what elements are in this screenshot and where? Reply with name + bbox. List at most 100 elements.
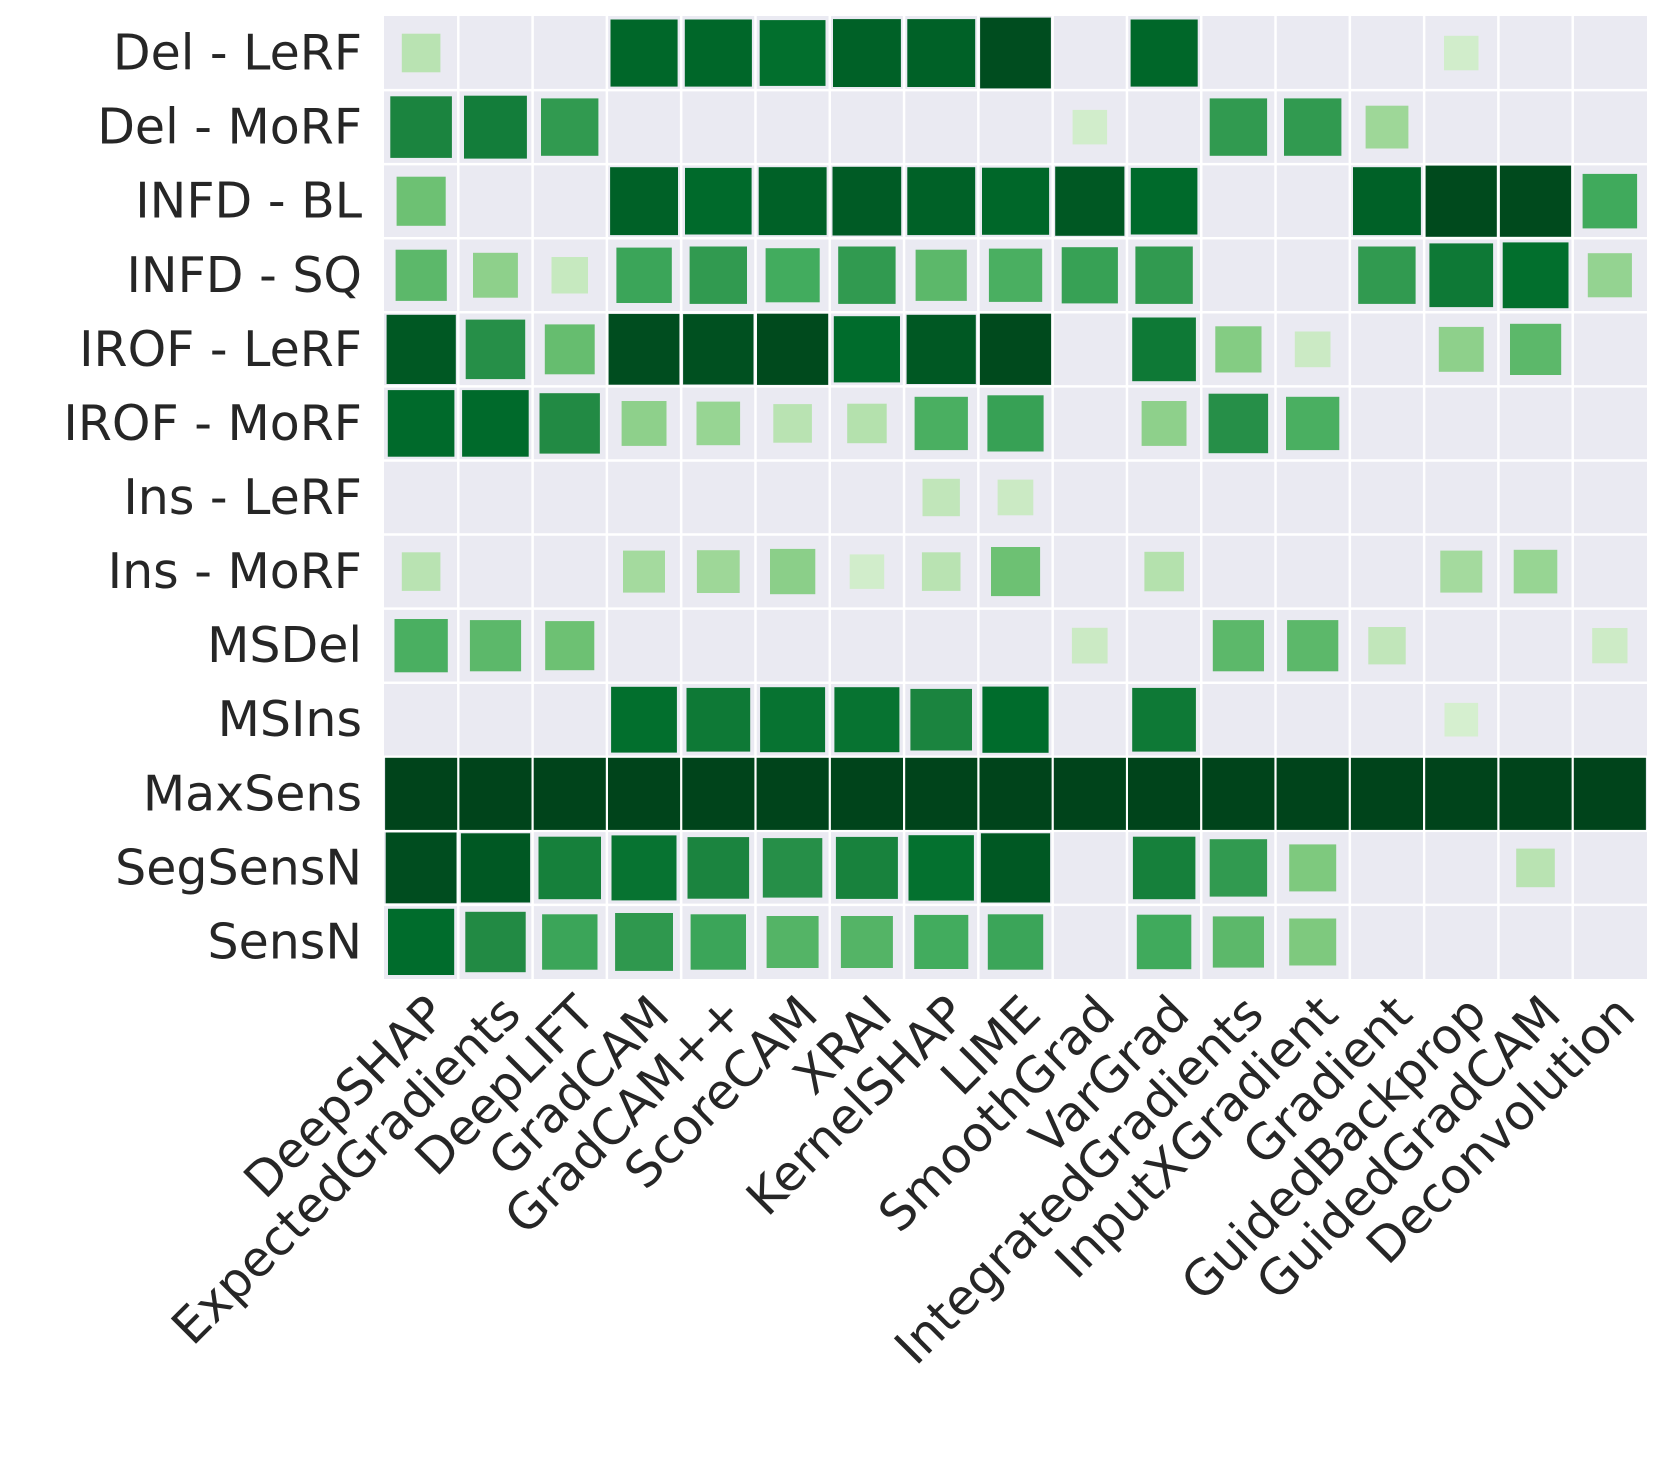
heatmap-cell <box>1502 242 1569 309</box>
heatmap-cell <box>1072 109 1108 145</box>
heatmap-cell <box>914 396 968 451</box>
heatmap-cell <box>1276 757 1349 830</box>
heatmap-cell <box>833 19 901 88</box>
row-tick-label: IROF - MoRF <box>63 395 362 452</box>
heatmap-cell <box>1444 35 1479 71</box>
column-labels: DeepSHAPExpectedGradientsDeepLIFTGradCAM… <box>161 984 1646 1375</box>
heatmap-cell <box>1212 916 1264 968</box>
row-tick-label: SegSensN <box>115 839 362 896</box>
heatmap-cell <box>1144 551 1184 592</box>
row-tick-label: Ins - LeRF <box>123 469 362 526</box>
heatmap-cell <box>1573 757 1646 830</box>
heatmap-cell <box>1289 844 1337 892</box>
heatmap-cell <box>1499 757 1572 830</box>
heatmap-cell <box>1128 757 1201 830</box>
heatmap-cell <box>1132 317 1196 382</box>
heatmap-cell <box>914 914 969 969</box>
heatmap-cell <box>1587 253 1632 298</box>
heatmap-cell <box>401 33 441 73</box>
heatmap-cell <box>460 833 531 903</box>
heatmap-cell <box>1132 687 1196 752</box>
heatmap-cell <box>611 686 677 753</box>
heatmap-cell <box>991 547 1041 597</box>
heatmap-cell <box>608 757 681 830</box>
heatmap-cell <box>469 620 522 672</box>
heatmap-cell <box>921 552 961 591</box>
row-tick-label: MSIns <box>218 691 362 748</box>
heatmap-cell <box>1130 19 1198 87</box>
row-tick-label: INFD - BL <box>135 173 362 230</box>
heatmap-cell <box>610 19 678 87</box>
heatmap-cell <box>683 314 754 385</box>
heatmap-cell <box>396 176 446 226</box>
heatmap-cell <box>840 916 893 968</box>
heatmap-cell <box>1130 167 1198 235</box>
heatmap-cell <box>1510 323 1562 375</box>
heatmap-cell <box>385 832 457 904</box>
heatmap-cell <box>611 835 677 901</box>
heatmap-cell <box>834 687 900 753</box>
heatmap-cells <box>385 17 1646 975</box>
heatmap-cell <box>465 319 526 380</box>
heatmap-cell <box>1516 848 1555 888</box>
heatmap-cell <box>756 757 829 830</box>
heatmap-cell <box>533 757 606 830</box>
heatmap-cell <box>766 916 819 968</box>
heatmap-cell <box>1061 247 1118 304</box>
heatmap-cell <box>979 313 1052 385</box>
heatmap-cell <box>1209 98 1268 156</box>
row-tick-label: Del - LeRF <box>113 25 362 82</box>
heatmap-cell <box>907 167 976 236</box>
heatmap-cell <box>687 837 750 899</box>
heatmap-cell <box>615 913 673 971</box>
heatmap-cell <box>464 95 527 159</box>
heatmap-cell <box>689 246 747 304</box>
heatmap-cell <box>1444 702 1479 737</box>
heatmap-cell <box>905 757 978 830</box>
heatmap-cell <box>685 167 752 235</box>
heatmap-cell <box>758 167 827 236</box>
heatmap-cell <box>551 257 588 294</box>
heatmap-cell <box>1368 627 1406 665</box>
heatmap-cell <box>770 548 816 595</box>
row-tick-label: MaxSens <box>143 765 362 822</box>
heatmap-cell <box>908 835 974 901</box>
heatmap-cell <box>1438 326 1484 372</box>
heatmap-cell <box>690 914 746 970</box>
heatmap-cell <box>757 313 829 385</box>
heatmap-cell <box>987 914 1044 970</box>
heatmap-cell <box>1212 620 1264 672</box>
heatmap-cell <box>1286 396 1340 451</box>
heatmap-cell <box>1353 167 1421 236</box>
heatmap-cell <box>538 836 601 900</box>
heatmap-cell <box>545 621 595 671</box>
heatmap-cell <box>833 316 900 383</box>
column-tick-label: ExpectedGradients <box>161 985 532 1356</box>
heatmap-cell <box>760 687 826 753</box>
heatmap-cell <box>616 247 672 303</box>
row-labels: Del - LeRF Del - MoRF INFD - BL INFD - SQ IR… <box>63 25 362 971</box>
heatmap-cell <box>1055 166 1125 236</box>
heatmap-cell <box>849 554 885 589</box>
heatmap-cell <box>544 324 595 375</box>
heatmap-cell <box>610 167 678 236</box>
heatmap-cell <box>385 757 458 830</box>
row-tick-label: INFD - SQ <box>126 247 362 304</box>
heatmap-cell <box>539 393 600 454</box>
heatmap-cell <box>388 908 455 975</box>
heatmap-cell <box>542 914 598 970</box>
heatmap-cell <box>765 248 820 303</box>
heatmap-cell <box>465 911 526 973</box>
heatmap-cell <box>686 687 751 752</box>
heatmap-cell <box>473 252 518 298</box>
heatmap-cell <box>401 552 441 591</box>
heatmap-cell <box>832 166 902 236</box>
heatmap-cell <box>696 401 741 446</box>
heatmap-cell <box>387 390 455 457</box>
heatmap-cell <box>462 390 529 457</box>
heatmap-cell <box>1429 243 1494 308</box>
heatmap-cell <box>1499 165 1572 237</box>
heatmap-cell <box>684 19 752 87</box>
heatmap-cell <box>608 313 680 385</box>
heatmap-cell <box>988 248 1043 302</box>
